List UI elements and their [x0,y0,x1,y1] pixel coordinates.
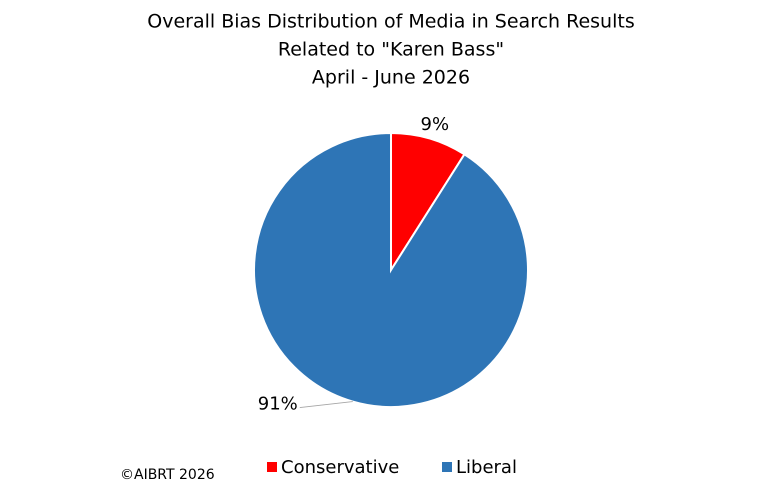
chart-title: Overall Bias Distribution of Media in Se… [147,11,634,33]
chart-title: April - June 2026 [312,67,470,89]
footnote: ©AIBRT 2026 [120,467,215,483]
legend-swatch [267,462,277,472]
legend-swatch [442,462,452,472]
pie-slice [253,131,529,408]
data-label: 91% [258,394,298,415]
data-label: 9% [421,114,450,135]
legend-label: Liberal [456,457,517,478]
legend-label: Conservative [281,457,399,478]
leader-line [299,401,353,409]
chart-title: Related to "Karen Bass" [278,39,504,61]
